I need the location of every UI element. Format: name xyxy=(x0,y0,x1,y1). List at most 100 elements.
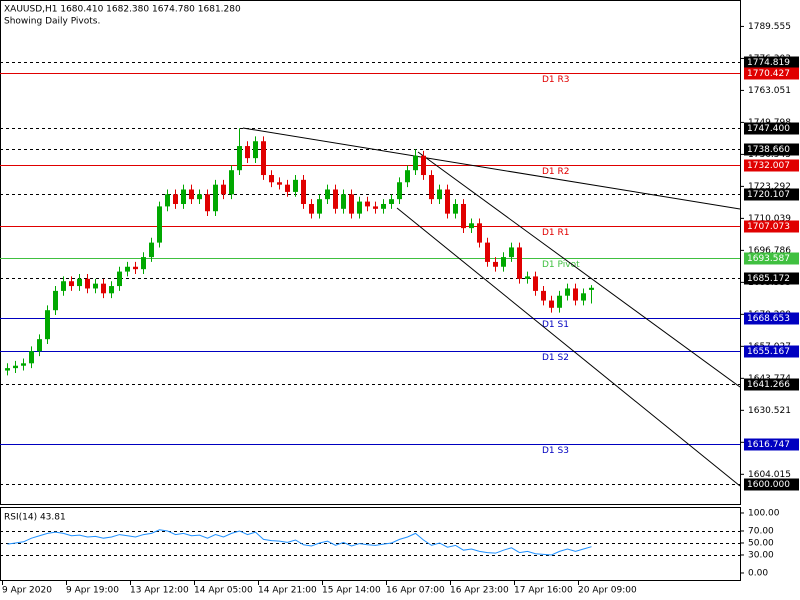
levels: D1 R3 D1 R2 D1 R1 D1 Pivot D1 S1 D1 S2 D1 S3 xyxy=(0,62,740,485)
level-value: 1732.007 xyxy=(747,161,790,171)
candle-body xyxy=(461,203,466,229)
candle-body xyxy=(245,146,250,159)
level-name: D1 S3 xyxy=(542,446,569,456)
candle-body xyxy=(133,266,138,270)
level-name: D1 S2 xyxy=(542,353,569,363)
candle-body xyxy=(277,182,282,185)
level-value: 1616.747 xyxy=(747,440,790,450)
x-tick-label: 9 Apr 2020 xyxy=(2,586,52,596)
level-value: 1668.653 xyxy=(747,314,790,324)
candle-body xyxy=(397,182,402,200)
candle-body xyxy=(13,365,18,369)
candle-body xyxy=(309,203,314,214)
y-tick-label: 1723.292 xyxy=(748,182,791,192)
candle-body xyxy=(189,189,194,200)
candle-body xyxy=(197,194,202,200)
candle-body xyxy=(445,189,450,214)
candle-body xyxy=(381,203,386,209)
candle-body xyxy=(117,271,122,287)
y-tick-label: 1604.015 xyxy=(748,470,791,480)
x-tick-label: 15 Apr 14:00 xyxy=(322,586,381,596)
level-name: D1 Pivot xyxy=(542,260,580,270)
candle-body xyxy=(261,141,266,176)
level-tag xyxy=(744,272,799,285)
candle-body xyxy=(525,276,530,279)
candle-body xyxy=(493,261,498,267)
candle-body xyxy=(373,206,378,209)
level-name: D1 R1 xyxy=(542,228,570,238)
level-value: 1693.587 xyxy=(747,254,790,264)
candle-body xyxy=(509,247,514,258)
candle-body xyxy=(477,223,482,243)
candle-body xyxy=(45,310,50,340)
candle-body xyxy=(325,189,330,200)
candle-body xyxy=(29,351,34,364)
x-tick-label: 14 Apr 05:00 xyxy=(194,586,253,596)
candle-body xyxy=(149,242,154,258)
rsi-tick-label: 70.00 xyxy=(748,526,774,536)
candle-body xyxy=(229,170,234,195)
level-tag xyxy=(744,438,799,451)
candle-body xyxy=(349,194,354,214)
level-tag xyxy=(744,312,799,325)
candle-body xyxy=(301,179,306,204)
y-tick-label: 1630.521 xyxy=(748,406,791,416)
level-name: D1 S1 xyxy=(542,320,569,330)
level-value: 1747.400 xyxy=(747,124,790,134)
level-value: 1600.000 xyxy=(747,480,790,490)
candle-body xyxy=(69,281,74,287)
y-tick-label: 1763.051 xyxy=(748,86,791,96)
x-tick-label: 20 Apr 09:00 xyxy=(578,586,637,596)
candle-body xyxy=(437,189,442,200)
channel-line xyxy=(396,207,741,487)
candle-body xyxy=(157,206,162,243)
candle-body xyxy=(85,278,90,289)
level-name: D1 R3 xyxy=(542,75,570,85)
candle-body xyxy=(389,199,394,204)
candle-body xyxy=(357,201,362,214)
candle-body xyxy=(589,287,594,290)
candle-body xyxy=(549,300,554,308)
trend-line xyxy=(242,127,741,210)
candle-body xyxy=(37,339,42,352)
level-value: 1774.819 xyxy=(747,58,790,68)
x-tick-label: 9 Apr 19:00 xyxy=(66,586,119,596)
candle-body xyxy=(581,293,586,301)
candle-body xyxy=(101,283,106,294)
candle-body xyxy=(421,155,426,176)
level-tag xyxy=(744,122,799,135)
candle-body xyxy=(61,281,66,291)
rsi-line xyxy=(7,529,592,556)
level-tag xyxy=(744,252,799,265)
level-tag xyxy=(744,159,799,172)
rsi-tick-label: 100.00 xyxy=(748,508,780,518)
candle-body xyxy=(333,189,338,209)
axes: 1789.5551776.3031763.0511749.7981736.545… xyxy=(0,22,799,596)
level-tag xyxy=(744,188,799,201)
rsi-tick-label: 30.00 xyxy=(748,550,774,560)
candle-body xyxy=(485,242,490,262)
candle-body xyxy=(557,295,562,308)
level-name: D1 R2 xyxy=(542,167,570,177)
level-value: 1707.073 xyxy=(747,222,790,232)
x-tick-label: 17 Apr 16:00 xyxy=(514,586,573,596)
candle-body xyxy=(453,203,458,214)
candle-body xyxy=(93,283,98,289)
level-value: 1641.266 xyxy=(747,380,790,390)
candle-body xyxy=(565,288,570,296)
candle-body xyxy=(317,199,322,214)
candle-body xyxy=(165,194,170,207)
level-tag xyxy=(744,378,799,391)
candle-body xyxy=(533,276,538,291)
candle-body xyxy=(405,170,410,183)
candle-body xyxy=(53,290,58,311)
candle-body xyxy=(365,201,370,207)
level-tag xyxy=(744,67,799,80)
candle-body xyxy=(293,179,298,192)
candle-body xyxy=(501,257,506,267)
rsi-label: RSI(14) 43.81 xyxy=(4,513,66,523)
level-value: 1770.427 xyxy=(747,69,790,79)
candle-body xyxy=(269,175,274,183)
rsi-tick-label: 50.00 xyxy=(748,538,774,548)
